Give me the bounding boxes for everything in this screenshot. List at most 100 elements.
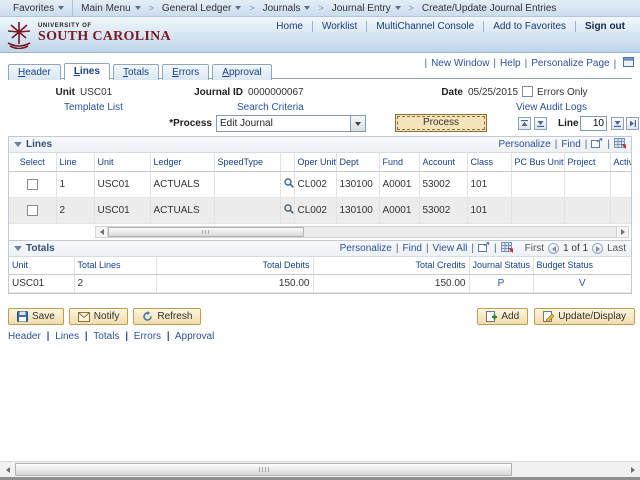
sign-out-link[interactable]: Sign out bbox=[575, 21, 634, 32]
add-to-favorites-link[interactable]: Add to Favorites bbox=[483, 21, 575, 32]
download-grid-icon[interactable] bbox=[500, 241, 513, 256]
footer-link-header[interactable]: Header bbox=[8, 331, 41, 342]
col-total-unit: Unit bbox=[9, 257, 75, 275]
logo-text: UNIVERSITY OF SOUTH CAROLINA bbox=[38, 23, 171, 45]
totals-find-link[interactable]: Find bbox=[402, 243, 422, 254]
col-fund: Fund bbox=[379, 153, 420, 172]
col-speedtype: SpeedType bbox=[214, 153, 281, 172]
breadcrumb-label: Main Menu bbox=[81, 2, 131, 14]
col-unit: Unit bbox=[94, 153, 151, 172]
footer-link-approval[interactable]: Approval bbox=[174, 331, 215, 342]
usc-logo: UNIVERSITY OF SOUTH CAROLINA bbox=[4, 19, 171, 49]
copy-url-icon[interactable] bbox=[610, 57, 634, 70]
col-total-lines: Total Lines bbox=[74, 257, 157, 275]
row-select-checkbox[interactable] bbox=[26, 204, 38, 216]
lines-collapse-toggle[interactable]: Lines bbox=[14, 139, 52, 150]
lines-find-link[interactable]: Find bbox=[561, 139, 581, 150]
process-button[interactable]: Process bbox=[395, 114, 487, 132]
save-button[interactable]: Save bbox=[8, 308, 64, 325]
col-oper-unit: Oper Unit bbox=[294, 153, 337, 172]
errors-only-label: Errors Only bbox=[537, 87, 588, 98]
line-jump-icon[interactable] bbox=[626, 117, 639, 130]
pagebar: New Window Help Personalize Page bbox=[420, 57, 634, 70]
personalize-page-link[interactable]: Personalize Page bbox=[521, 58, 609, 69]
tab-lines[interactable]: Lines bbox=[63, 63, 110, 80]
toolbar-separator bbox=[603, 139, 614, 150]
scrollbar-track[interactable] bbox=[512, 462, 625, 477]
journal-status-link[interactable]: P bbox=[497, 277, 505, 289]
speedtype-lookup-icon[interactable] bbox=[280, 197, 295, 224]
update-display-button[interactable]: Update/Display bbox=[534, 308, 635, 325]
speedtype-lookup-icon[interactable] bbox=[280, 171, 295, 198]
footer-link-errors[interactable]: Errors bbox=[133, 331, 162, 342]
prev-chunk-icon[interactable] bbox=[518, 117, 531, 130]
home-link[interactable]: Home bbox=[276, 21, 303, 32]
scrollbar-thumb[interactable] bbox=[108, 226, 304, 237]
help-link[interactable]: Help bbox=[489, 58, 521, 69]
toolbar-separator bbox=[422, 243, 433, 254]
tab-approval[interactable]: Approval bbox=[212, 64, 272, 80]
update-display-label: Update/Display bbox=[558, 311, 626, 322]
pager-last-label[interactable]: Last bbox=[607, 243, 626, 254]
tab-header[interactable]: Header bbox=[8, 64, 61, 80]
new-window-link[interactable]: New Window bbox=[420, 58, 489, 69]
journal-id-value: 0000000067 bbox=[248, 87, 304, 98]
lines-grid-scrollbar[interactable] bbox=[95, 225, 629, 238]
totals-view-all-link[interactable]: View All bbox=[432, 243, 468, 254]
col-lookup bbox=[280, 153, 295, 172]
breadcrumb-journals[interactable]: Journals bbox=[258, 3, 316, 14]
cell-account: 53002 bbox=[419, 197, 468, 224]
template-list-link[interactable]: Template List bbox=[64, 102, 123, 113]
pager-prev-icon[interactable] bbox=[548, 243, 560, 254]
scrollbar-thumb[interactable] bbox=[15, 463, 512, 476]
pager-next-icon[interactable] bbox=[592, 243, 604, 254]
tab-errors[interactable]: Errors bbox=[162, 64, 210, 80]
scrollbar-track[interactable] bbox=[304, 227, 616, 237]
lines-personalize-link[interactable]: Personalize bbox=[498, 139, 551, 150]
totals-personalize-link[interactable]: Personalize bbox=[339, 243, 392, 254]
process-select[interactable]: Edit Journal bbox=[216, 115, 366, 132]
date-label: Date bbox=[441, 87, 463, 98]
totals-toolbar: Personalize Find View All First 1 of 1 bbox=[339, 241, 626, 256]
line-input[interactable] bbox=[580, 116, 607, 131]
page-horizontal-scrollbar[interactable] bbox=[0, 461, 640, 477]
tab-totals[interactable]: Totals bbox=[112, 64, 160, 80]
totals-collapse-toggle[interactable]: Totals bbox=[14, 243, 55, 254]
view-all-popup-icon[interactable] bbox=[591, 138, 603, 151]
col-total-credits: Total Credits bbox=[313, 257, 470, 275]
scroll-left-icon[interactable] bbox=[96, 226, 108, 237]
breadcrumb-favorites[interactable]: Favorites bbox=[8, 3, 69, 14]
download-grid-icon[interactable] bbox=[614, 137, 626, 152]
search-criteria-link[interactable]: Search Criteria bbox=[237, 102, 304, 113]
line-down-icon[interactable] bbox=[611, 117, 624, 130]
unit-label: Unit bbox=[55, 87, 75, 98]
add-button[interactable]: Add bbox=[477, 308, 529, 325]
multichannel-console-link[interactable]: MultiChannel Console bbox=[366, 21, 483, 32]
notify-button[interactable]: Notify bbox=[68, 308, 129, 325]
col-dept: Dept bbox=[336, 153, 380, 172]
breadcrumb-general-ledger[interactable]: General Ledger bbox=[157, 3, 247, 14]
worklist-link[interactable]: Worklist bbox=[311, 21, 366, 32]
refresh-button[interactable]: Refresh bbox=[133, 308, 202, 325]
errors-only-checkbox[interactable] bbox=[522, 86, 533, 97]
footer-link-lines[interactable]: Lines bbox=[55, 331, 80, 342]
cell-total-credits: 150.00 bbox=[313, 274, 470, 293]
cell-project bbox=[564, 197, 611, 224]
view-all-popup-icon[interactable] bbox=[478, 242, 490, 255]
budget-status-link[interactable]: V bbox=[578, 277, 586, 289]
save-icon bbox=[17, 311, 28, 322]
scroll-right-icon[interactable] bbox=[616, 226, 628, 237]
col-ledger: Ledger bbox=[150, 153, 215, 172]
dropdown-arrow-icon[interactable] bbox=[350, 116, 365, 131]
totals-grid: Unit Total Lines Total Debits Total Cred… bbox=[9, 257, 631, 293]
collapse-triangle-icon bbox=[14, 142, 22, 147]
breadcrumb-main-menu[interactable]: Main Menu bbox=[76, 3, 145, 14]
footer-link-totals[interactable]: Totals bbox=[93, 331, 120, 342]
scroll-right-icon[interactable] bbox=[625, 462, 640, 477]
breadcrumb-journal-entry[interactable]: Journal Entry bbox=[327, 3, 406, 14]
next-chunk-icon[interactable] bbox=[534, 117, 547, 130]
scroll-left-icon[interactable] bbox=[0, 462, 15, 477]
row-select-checkbox[interactable] bbox=[26, 178, 38, 190]
view-audit-logs-link[interactable]: View Audit Logs bbox=[516, 102, 587, 113]
pager-first-label[interactable]: First bbox=[524, 243, 545, 254]
